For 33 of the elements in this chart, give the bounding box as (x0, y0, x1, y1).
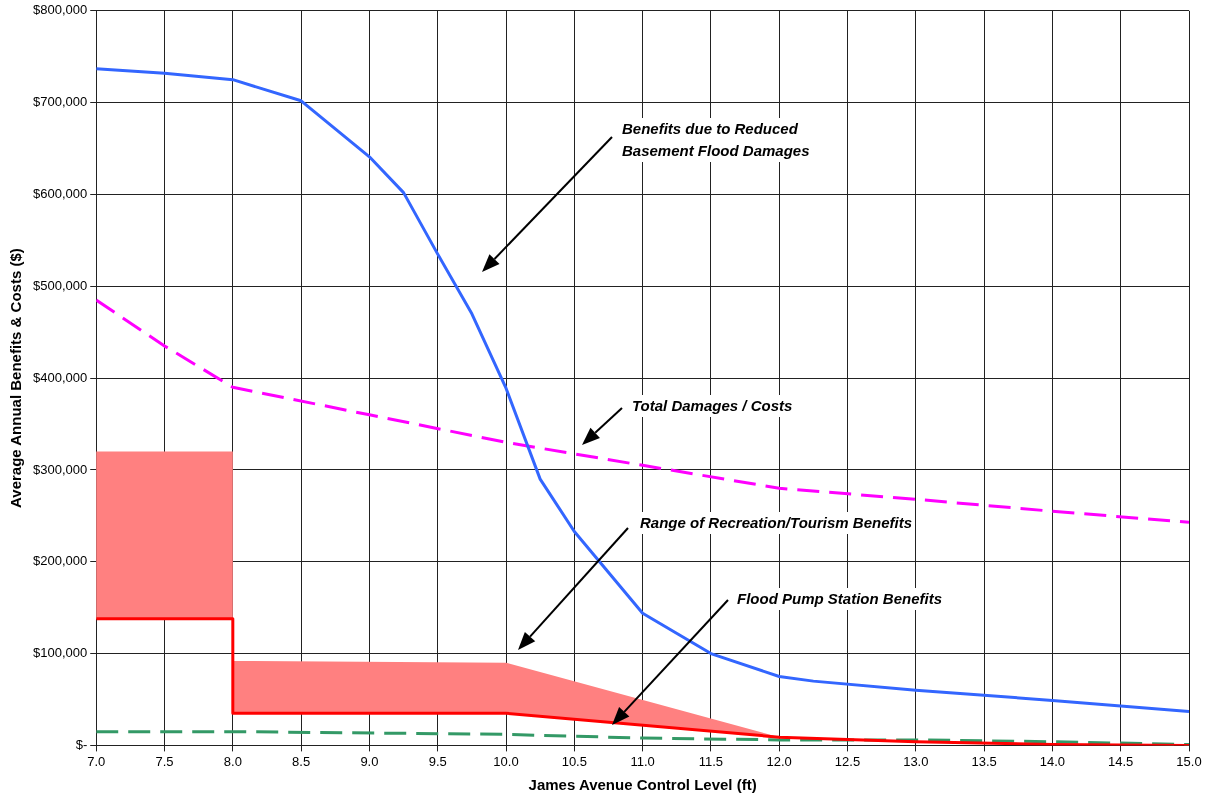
line-series (96, 730, 1189, 746)
y-tick-label: $500,000 (32, 277, 88, 293)
y-axis-title: Average Annual Benefits & Costs ($) (7, 248, 25, 508)
y-tick-label: $400,000 (32, 369, 88, 385)
x-axis-title: James Avenue Control Level (ft) (528, 776, 757, 794)
y-tick-label: $700,000 (32, 94, 88, 110)
y-tick-label: $- (75, 736, 88, 752)
x-tick-label: 11.5 (698, 753, 724, 769)
y-tick-label: $600,000 (32, 186, 88, 202)
y-tick-label: $100,000 (32, 645, 88, 661)
y-tick-label: $800,000 (32, 2, 88, 18)
x-tick-label: 10.0 (493, 753, 519, 769)
y-tick-label: $200,000 (32, 553, 88, 569)
x-tick-label: 9.0 (360, 753, 379, 769)
x-tick-label: 7.5 (155, 753, 174, 769)
x-tick-label: 14.0 (1039, 753, 1066, 769)
x-tick-label: 11.0 (630, 753, 655, 769)
x-tick-label: 7.0 (87, 753, 106, 769)
x-tick-label: 15.0 (1176, 753, 1202, 769)
x-tick-label: 8.5 (292, 753, 311, 769)
annotation: Benefits due to Reduced Basement Flood Damages (622, 118, 810, 162)
x-tick-label: 8.0 (223, 753, 242, 769)
x-tick-label: 12.0 (766, 753, 792, 769)
x-tick-label: 14.5 (1108, 753, 1134, 769)
annotation: Total Damages / Costs (632, 395, 793, 417)
annotation: Flood Pump Station Benefits (737, 588, 942, 610)
x-tick-label: 9.5 (428, 753, 447, 769)
annotation: Range of Recreation/Tourism Benefits (640, 512, 912, 534)
y-tick-label: $300,000 (32, 461, 88, 477)
x-tick-label: 13.5 (971, 753, 997, 769)
x-tick-label: 10.5 (561, 753, 587, 769)
x-tick-label: 13.0 (903, 753, 929, 769)
x-tick-label: 12.5 (834, 753, 861, 769)
